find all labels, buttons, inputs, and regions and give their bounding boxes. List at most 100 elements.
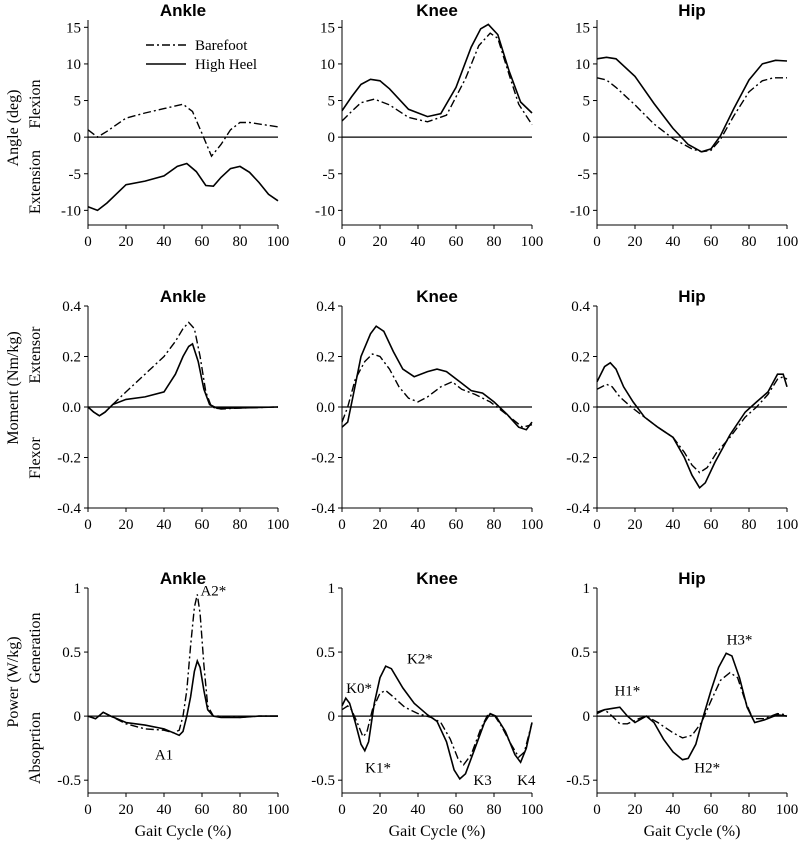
panel-title-ankle-moment: Ankle xyxy=(160,287,206,306)
x-tick-label-hip-moment: 20 xyxy=(628,517,643,533)
x-tick-label-knee-moment: 0 xyxy=(338,517,346,533)
x-tick-label-hip-moment: 40 xyxy=(666,517,681,533)
legend: Barefoot High Heel xyxy=(146,38,257,73)
x-tick-label-hip-moment: 0 xyxy=(593,517,601,533)
x-tick-label-knee-angle: 60 xyxy=(449,234,464,250)
x-tick-label-hip-moment: 60 xyxy=(704,517,719,533)
row-label-angle: Angle (deg) xyxy=(5,90,22,167)
x-tick-label-hip-angle: 40 xyxy=(666,234,681,250)
y-tick-label-ankle-power: -0.5 xyxy=(57,773,81,789)
annotation-a1: A1 xyxy=(155,748,173,764)
y-tick-label-knee-power: 0.5 xyxy=(316,645,335,661)
y-tick-label-hip-moment: 0.4 xyxy=(571,299,590,315)
x-tick-label-hip-moment: 100 xyxy=(776,517,799,533)
series-barefoot-hip-angle xyxy=(596,77,787,153)
y-tick-label-knee-moment: 0.4 xyxy=(316,299,335,315)
x-tick-label-hip-power: 20 xyxy=(628,802,643,818)
x-tick-label-knee-power: 80 xyxy=(487,802,502,818)
y-tick-label-knee-angle: -5 xyxy=(323,167,336,183)
panel-ankle-moment: Ankle -0.4 -0.2 0.0 0.2 0.4 0 20 40 60 80 100 xyxy=(57,287,289,533)
y-tick-label-hip-power: 0.5 xyxy=(571,645,590,661)
series-high-heel-hip-angle xyxy=(596,56,788,153)
legend-highheel-label: High Heel xyxy=(195,57,257,73)
y-tick-label-hip-angle: 0 xyxy=(583,130,591,146)
series-high-heel-knee-moment xyxy=(341,325,533,431)
y-tick-label-ankle-moment: -0.4 xyxy=(57,501,81,517)
x-tick-label-hip-power: 60 xyxy=(704,802,719,818)
y-tick-label-knee-moment: 0.2 xyxy=(316,350,335,366)
series-barefoot-knee-angle xyxy=(341,32,533,126)
series-high-heel-hip-power xyxy=(596,652,788,761)
x-tick-label-knee-power: 60 xyxy=(449,802,464,818)
panel-hip-angle: Hip -10 -5 0 5 10 15 0 20 40 60 80 100 xyxy=(570,1,798,250)
series-high-heel-hip-moment xyxy=(596,361,788,490)
y-tick-label-knee-angle: -10 xyxy=(315,203,335,219)
y-tick-label-ankle-angle: -10 xyxy=(61,203,81,219)
y-tick-label-hip-angle: -10 xyxy=(570,203,590,219)
y-tick-label-knee-moment: -0.4 xyxy=(311,501,335,517)
x-tick-label-ankle-moment: 100 xyxy=(267,517,290,533)
y-tick-label-ankle-angle: -5 xyxy=(69,167,82,183)
x-tick-label-ankle-power: 0 xyxy=(84,802,92,818)
y-tick-label-ankle-angle: 15 xyxy=(66,20,81,36)
row-label-angle-lower: Extension xyxy=(27,150,44,214)
x-tick-label-ankle-power: 20 xyxy=(119,802,134,818)
x-tick-label-hip-moment: 80 xyxy=(742,517,757,533)
annotation-h1-star: H1* xyxy=(614,684,640,700)
y-tick-label-knee-angle: 0 xyxy=(328,130,336,146)
x-tick-label-knee-moment: 60 xyxy=(449,517,464,533)
y-tick-label-ankle-power: 0 xyxy=(74,709,82,725)
x-tick-label-knee-power: 20 xyxy=(373,802,388,818)
row-label-moment-upper: Extensor xyxy=(27,326,44,384)
series-high-heel-knee-angle xyxy=(341,23,533,118)
panel-knee-angle: Knee -10 -5 0 5 10 15 0 20 40 60 80 100 xyxy=(315,1,543,250)
y-tick-label-knee-power: 1 xyxy=(328,581,336,597)
annotation-k4: K4 xyxy=(517,773,536,789)
y-tick-label-knee-angle: 10 xyxy=(320,57,335,73)
series-barefoot-ankle-angle xyxy=(87,103,279,158)
y-tick-label-hip-power: -0.5 xyxy=(566,773,590,789)
series-high-heel-ankle-moment xyxy=(87,342,279,417)
panel-title-hip-moment: Hip xyxy=(678,287,705,306)
panel-hip-moment: Hip -0.4 -0.2 0.0 0.2 0.4 0 20 40 60 80 100 xyxy=(566,287,798,533)
y-tick-label-knee-moment: -0.2 xyxy=(311,451,335,467)
y-tick-label-ankle-angle: 10 xyxy=(66,57,81,73)
y-tick-label-ankle-moment: 0.2 xyxy=(62,350,81,366)
x-tick-label-ankle-power: 60 xyxy=(195,802,210,818)
panel-knee-moment: Knee -0.4 -0.2 0.0 0.2 0.4 0 20 40 60 80 100 xyxy=(311,287,543,533)
row-label-moment-lower: Flexor xyxy=(27,436,44,478)
panel-title-hip-power: Hip xyxy=(678,569,705,588)
annotation-k2-star: K2* xyxy=(407,651,433,667)
x-tick-label-ankle-moment: 0 xyxy=(84,517,92,533)
row-label-power-upper: Generation xyxy=(27,612,44,683)
y-tick-label-hip-power: 0 xyxy=(583,709,591,725)
row-label-angle-upper: Flexion xyxy=(27,80,44,129)
row-label-power-lower: Absoprtion xyxy=(27,712,44,784)
panel-title-ankle-power: Ankle xyxy=(160,569,206,588)
panel-title-hip-angle: Hip xyxy=(678,1,705,20)
x-tick-label-knee-power: 100 xyxy=(521,802,544,818)
x-tick-label-knee-power: 40 xyxy=(411,802,426,818)
y-tick-label-hip-moment: 0.2 xyxy=(571,350,590,366)
legend-barefoot-label: Barefoot xyxy=(195,38,248,54)
x-tick-label-hip-angle: 80 xyxy=(742,234,757,250)
annotation-h2-star: H2* xyxy=(694,760,720,776)
y-tick-label-ankle-angle: 5 xyxy=(74,94,82,110)
series-barefoot-ankle-power xyxy=(87,594,278,734)
x-tick-label-knee-angle: 0 xyxy=(338,234,346,250)
y-tick-label-ankle-power: 0.5 xyxy=(62,645,81,661)
x-tick-label-ankle-power: 80 xyxy=(233,802,248,818)
series-barefoot-ankle-moment xyxy=(87,321,279,417)
panel-title-knee-angle: Knee xyxy=(416,1,458,20)
xlabel-hip: Gait Cycle (%) xyxy=(644,823,741,840)
y-tick-label-ankle-angle: 0 xyxy=(74,130,82,146)
x-tick-label-knee-moment: 100 xyxy=(521,517,544,533)
y-tick-label-hip-power: 1 xyxy=(583,581,591,597)
x-tick-label-ankle-angle: 100 xyxy=(267,234,290,250)
y-tick-label-knee-power: 0 xyxy=(328,709,336,725)
x-tick-label-ankle-moment: 80 xyxy=(233,517,248,533)
y-tick-label-hip-moment: 0.0 xyxy=(571,400,590,416)
series-barefoot-hip-power xyxy=(596,671,788,739)
